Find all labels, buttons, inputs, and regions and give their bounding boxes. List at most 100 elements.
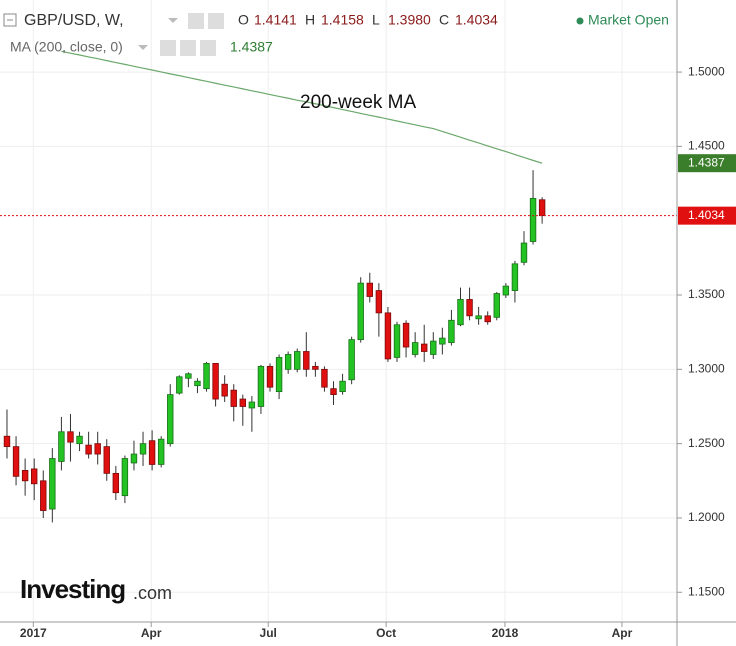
candle-body	[348, 339, 355, 381]
candle-body	[85, 444, 92, 455]
candle-body	[421, 343, 428, 352]
settings-icon[interactable]	[188, 13, 204, 29]
collapse-icon[interactable]	[3, 13, 17, 27]
market-status: Market Open	[588, 12, 669, 28]
candle-body	[167, 394, 174, 445]
x-tick-label: Apr	[141, 626, 162, 640]
ohlc-value: 1.3980	[388, 12, 431, 28]
symbol-title: GBP/USD, W,	[24, 12, 124, 29]
candle-body	[257, 365, 265, 407]
candle-body	[502, 285, 510, 296]
watermark-domain: .com	[133, 583, 172, 603]
ohlc-value: 1.4034	[455, 12, 498, 28]
candle-body	[393, 324, 401, 358]
candle-body	[30, 468, 38, 485]
candle-body	[384, 312, 392, 360]
ohlc-value: 1.4158	[321, 12, 364, 28]
candle-body	[493, 293, 500, 318]
y-tick-label: 1.3500	[688, 287, 725, 301]
candle-body	[466, 299, 473, 317]
candle-body	[230, 389, 237, 407]
x-tick-label: 2018	[492, 626, 519, 640]
candle-body	[439, 337, 446, 345]
candle-body	[176, 376, 183, 394]
ohlc-value: 1.4141	[254, 12, 297, 28]
candle-body	[76, 435, 83, 445]
dropdown-arrow[interactable]	[138, 45, 148, 50]
last-price-badge	[678, 206, 736, 225]
candle-body	[212, 362, 219, 400]
candle-body	[94, 443, 101, 455]
candle-body	[475, 315, 482, 320]
candle-body	[457, 299, 464, 326]
ohlc-header: O 1.4141 H 1.4158 L 1.3980 C 1.4034	[238, 12, 498, 28]
candle-body	[294, 351, 301, 370]
x-tick-label: Oct	[376, 626, 396, 640]
candle-body	[194, 380, 201, 387]
candle-body	[484, 315, 491, 323]
gear-icon[interactable]	[208, 13, 224, 29]
watermark-logo: Investing	[20, 574, 125, 604]
settings-icon[interactable]	[180, 40, 196, 56]
candle-body	[148, 440, 156, 465]
candle-body	[520, 242, 528, 263]
ma-line	[61, 50, 543, 164]
status-dot	[576, 17, 584, 25]
candle-body	[67, 431, 74, 443]
candle-body	[49, 458, 56, 510]
plot	[0, 50, 677, 523]
candle-body	[448, 319, 455, 343]
ohlc-key: H	[305, 12, 315, 28]
candle-body	[266, 365, 274, 388]
annotation: 200-week MA	[300, 92, 416, 113]
y-tick-label: 1.4500	[688, 139, 725, 153]
ohlc-key: L	[372, 12, 380, 28]
visibility-icon[interactable]	[160, 40, 176, 56]
last-price-label: 1.4034	[688, 208, 725, 222]
y-tick-label: 1.5000	[688, 64, 725, 78]
candle-body	[130, 453, 138, 464]
candle-body	[357, 282, 364, 341]
candle-body	[21, 470, 29, 482]
candle-body	[248, 401, 256, 409]
candle-body	[430, 340, 437, 355]
y-tick-label: 1.1500	[688, 584, 725, 598]
candle-body	[366, 282, 373, 297]
ohlc-key: O	[238, 12, 249, 28]
ohlc-key: C	[439, 12, 449, 28]
ma-value: 1.4387	[230, 39, 273, 55]
candle-body	[103, 446, 110, 474]
x-tick-label: Apr	[612, 626, 633, 640]
candle-body	[58, 431, 65, 462]
y-tick-label: 1.2000	[688, 510, 725, 524]
candle-body	[112, 472, 120, 494]
candle-body	[402, 322, 410, 348]
x-tick-label: 2017	[20, 626, 47, 640]
y-tick-label: 1.3000	[688, 362, 725, 376]
candle-body	[121, 458, 129, 497]
ma-badge-label: 1.4387	[688, 155, 725, 169]
candle-body	[139, 443, 147, 455]
candle-body	[330, 388, 337, 396]
candle-body	[321, 368, 328, 388]
candle-body	[203, 362, 210, 390]
dropdown-arrow[interactable]	[168, 18, 178, 23]
candle-body	[303, 351, 310, 370]
candle-body	[312, 365, 319, 370]
x-tick-label: Jul	[260, 626, 277, 640]
axes: 1.1500 1.2000 1.2500 1.3000 1.3500 1.4500 1.50…	[20, 64, 736, 640]
candle-body	[339, 380, 346, 393]
ma-legend: MA (200, close, 0)	[10, 39, 123, 55]
y-tick-label: 1.2500	[688, 436, 725, 450]
grid	[0, 0, 677, 622]
candle-body	[40, 480, 47, 511]
candle-body	[511, 263, 519, 291]
candle-body	[157, 438, 165, 465]
candle-body	[3, 435, 11, 448]
candle-body	[375, 290, 383, 314]
remove-icon[interactable]	[200, 40, 216, 56]
candle-body	[239, 398, 247, 407]
candle-body	[538, 199, 546, 217]
